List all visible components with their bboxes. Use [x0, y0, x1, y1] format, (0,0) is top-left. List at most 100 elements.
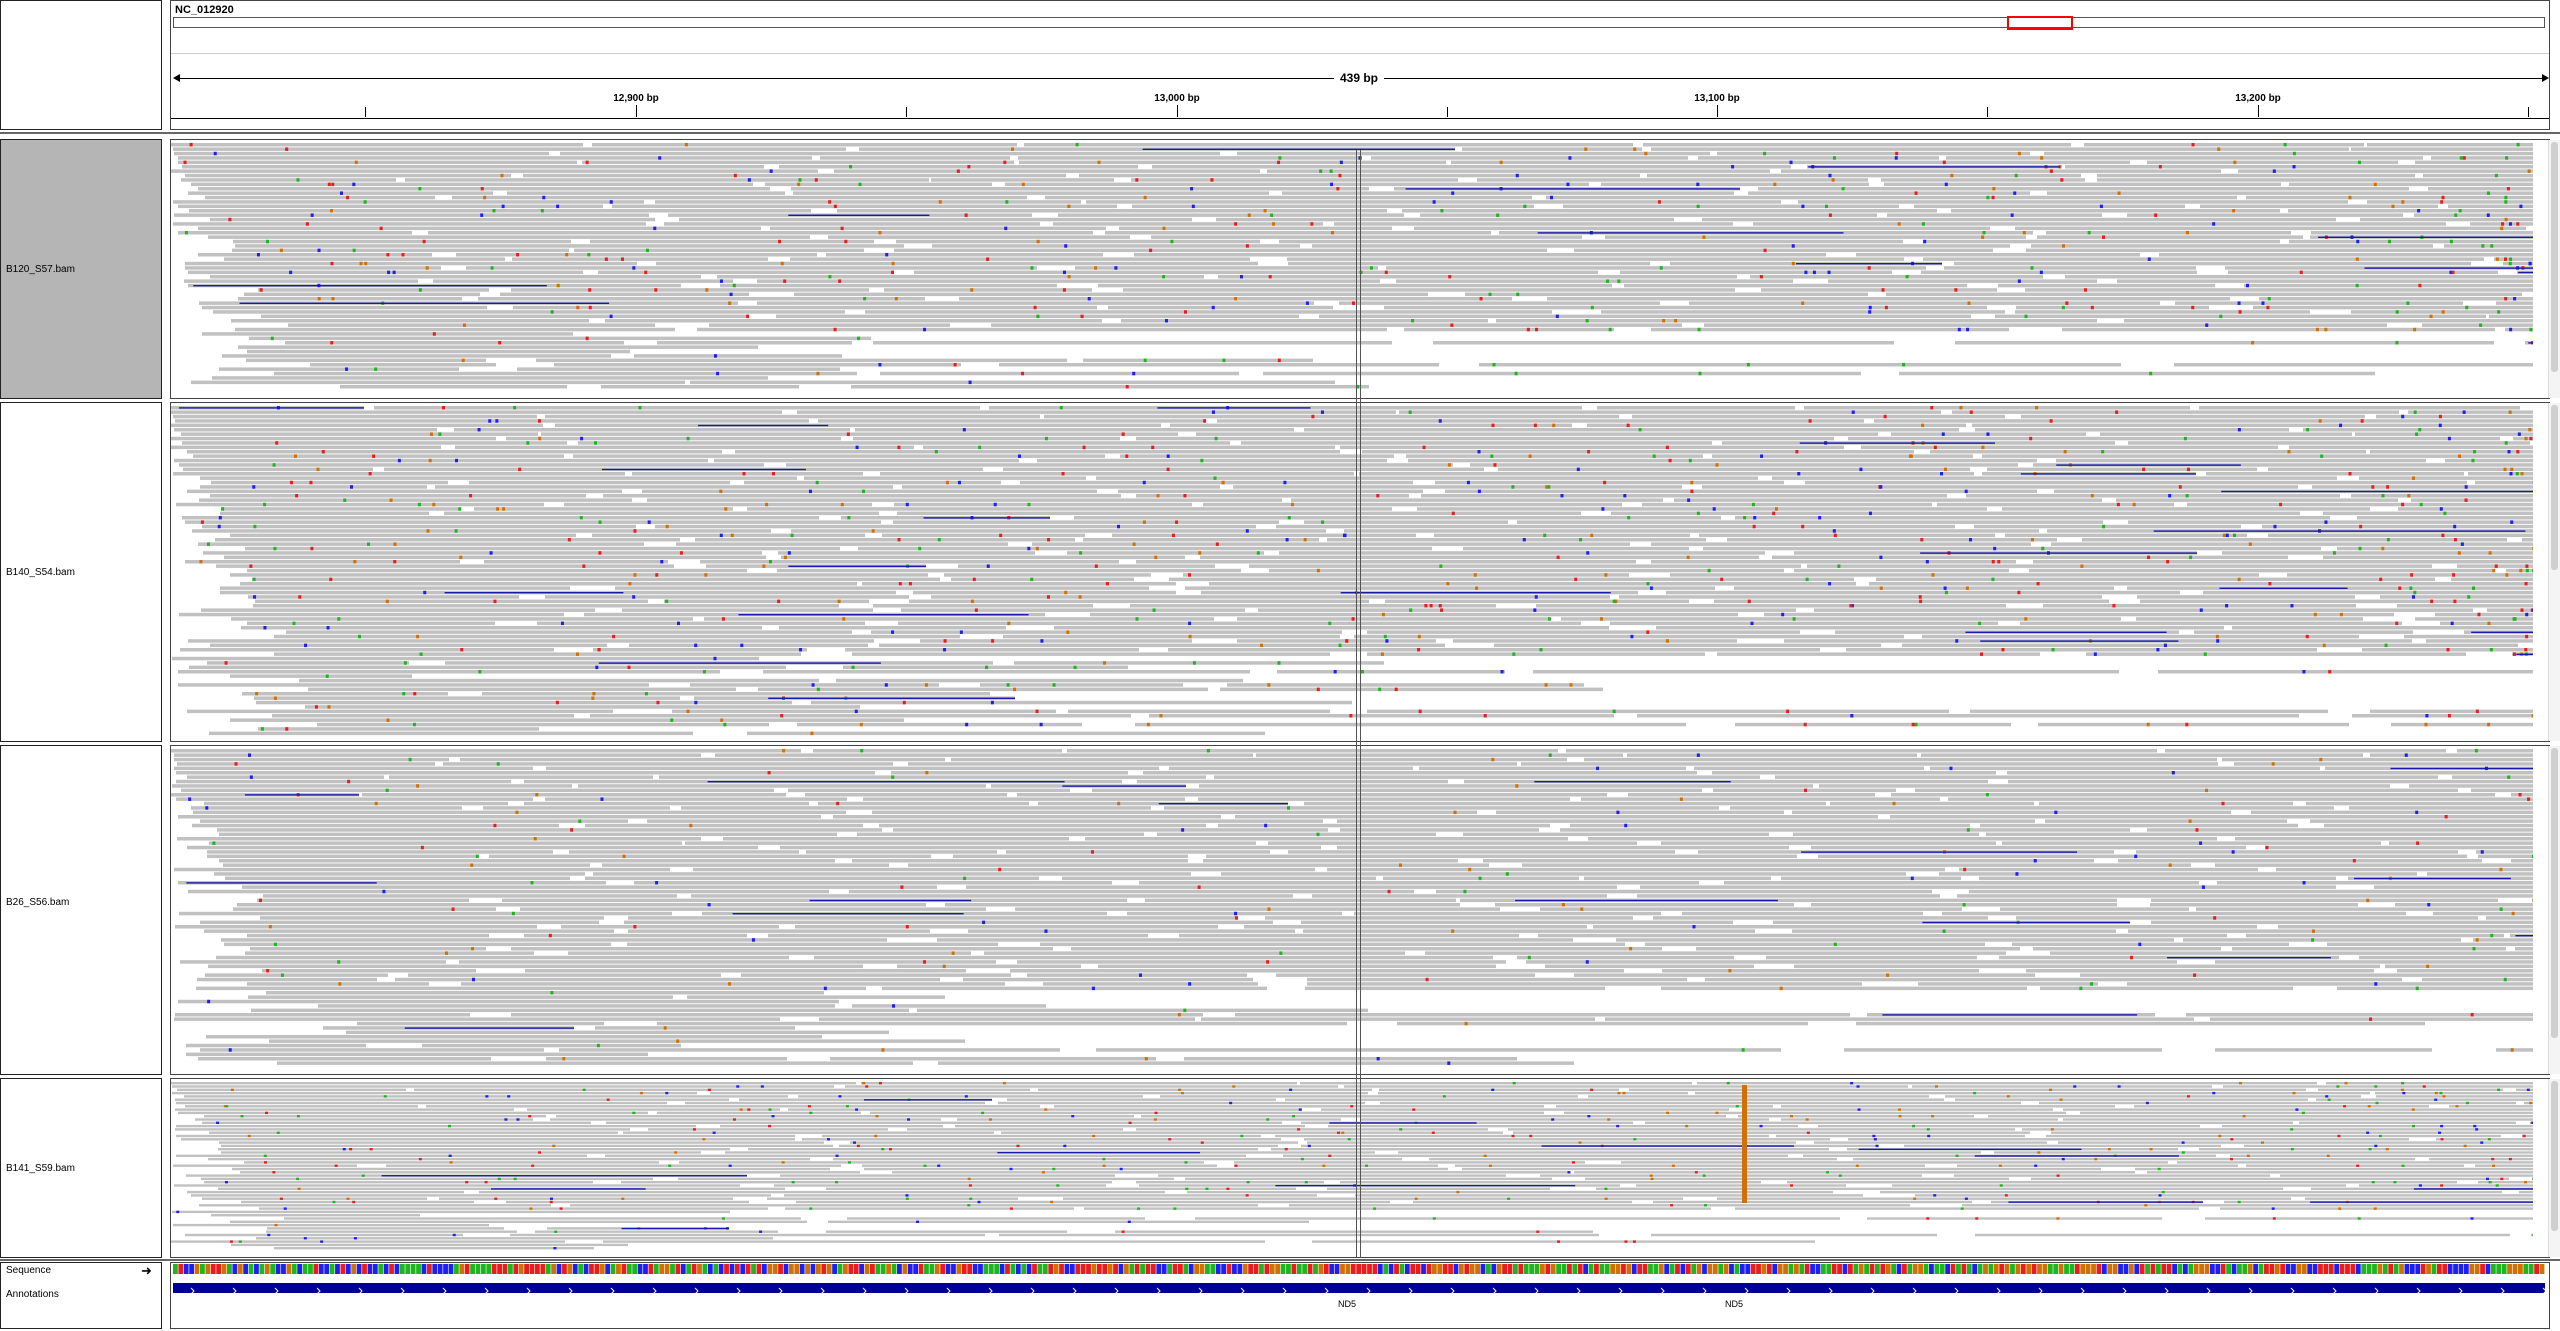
- read[interactable]: [1651, 542, 2031, 546]
- read[interactable]: [1256, 753, 1623, 757]
- read[interactable]: [1024, 143, 1633, 147]
- read[interactable]: [524, 801, 809, 806]
- read[interactable]: [1312, 1240, 1815, 1243]
- read[interactable]: [893, 828, 1328, 832]
- read[interactable]: [181, 178, 396, 182]
- read[interactable]: [1962, 1204, 2533, 1207]
- read[interactable]: [2026, 248, 2533, 253]
- read[interactable]: [221, 1144, 833, 1148]
- read[interactable]: [1605, 1017, 2194, 1021]
- read[interactable]: [218, 1148, 730, 1151]
- read[interactable]: [1145, 898, 1456, 903]
- read[interactable]: [826, 253, 1103, 257]
- read[interactable]: [685, 1101, 985, 1105]
- read[interactable]: [1998, 283, 2215, 288]
- read[interactable]: [389, 775, 653, 779]
- read[interactable]: [199, 1204, 551, 1207]
- read[interactable]: [1674, 498, 2102, 502]
- read[interactable]: [482, 692, 990, 696]
- read[interactable]: [219, 367, 459, 371]
- read[interactable]: [797, 722, 1082, 727]
- read[interactable]: [2203, 590, 2533, 595]
- read[interactable]: [1007, 1098, 1276, 1101]
- read[interactable]: [957, 1118, 1341, 1121]
- read[interactable]: [524, 933, 747, 938]
- read[interactable]: [2147, 828, 2533, 832]
- read[interactable]: [240, 1171, 860, 1174]
- read[interactable]: [833, 815, 1221, 819]
- read[interactable]: [1151, 235, 1582, 239]
- read[interactable]: [1876, 577, 2435, 582]
- read[interactable]: [882, 533, 1085, 538]
- read[interactable]: [172, 1210, 730, 1214]
- read[interactable]: [202, 1121, 591, 1124]
- read[interactable]: [189, 665, 786, 670]
- read[interactable]: [2435, 612, 2533, 617]
- read[interactable]: [187, 775, 384, 779]
- read[interactable]: [171, 445, 441, 450]
- read[interactable]: [237, 903, 926, 907]
- read[interactable]: [1717, 652, 2040, 656]
- read[interactable]: [2288, 209, 2533, 213]
- read[interactable]: [191, 806, 462, 810]
- read[interactable]: [757, 301, 1314, 305]
- read[interactable]: [1653, 1200, 1972, 1204]
- read[interactable]: [185, 173, 511, 178]
- read[interactable]: [2359, 476, 2533, 480]
- read[interactable]: [180, 960, 446, 964]
- read[interactable]: [1267, 169, 1770, 173]
- read[interactable]: [2389, 841, 2533, 845]
- read[interactable]: [523, 173, 1066, 178]
- read[interactable]: [2012, 942, 2289, 947]
- read[interactable]: [175, 1013, 470, 1017]
- read[interactable]: [2312, 485, 2533, 489]
- read[interactable]: [2206, 472, 2464, 476]
- read[interactable]: [1408, 458, 2037, 463]
- read[interactable]: [1807, 564, 2432, 568]
- read[interactable]: [185, 1105, 418, 1108]
- read[interactable]: [374, 406, 980, 410]
- read[interactable]: [582, 160, 1014, 165]
- read[interactable]: [274, 634, 960, 639]
- read[interactable]: [862, 582, 1176, 586]
- read[interactable]: [1397, 1021, 1808, 1026]
- read[interactable]: [483, 806, 670, 810]
- read[interactable]: [679, 1161, 1204, 1164]
- read[interactable]: [2000, 907, 2189, 911]
- read[interactable]: [1279, 239, 1903, 244]
- read[interactable]: [2532, 898, 2533, 903]
- read[interactable]: [178, 683, 649, 687]
- read[interactable]: [2047, 191, 2533, 195]
- read[interactable]: [861, 1082, 1297, 1085]
- read[interactable]: [174, 458, 708, 463]
- read[interactable]: [1005, 182, 1589, 187]
- read[interactable]: [763, 670, 1250, 674]
- read[interactable]: [1951, 209, 2280, 213]
- read[interactable]: [2352, 714, 2533, 718]
- read[interactable]: [1079, 173, 1640, 178]
- read[interactable]: [693, 867, 1315, 872]
- read[interactable]: [1930, 450, 2366, 454]
- read[interactable]: [1275, 1134, 1769, 1138]
- read[interactable]: [1651, 1233, 1937, 1237]
- read[interactable]: [2147, 1171, 2533, 1174]
- read[interactable]: [206, 1035, 822, 1039]
- read[interactable]: [1221, 872, 1906, 876]
- read[interactable]: [1566, 749, 2157, 753]
- read[interactable]: [174, 867, 670, 872]
- read[interactable]: [893, 520, 1279, 524]
- read[interactable]: [1379, 1088, 1619, 1091]
- read[interactable]: [1792, 810, 2231, 815]
- read[interactable]: [917, 1008, 1368, 1013]
- read[interactable]: [2244, 1144, 2533, 1148]
- read[interactable]: [2199, 1148, 2533, 1151]
- read[interactable]: [1861, 445, 2278, 450]
- read[interactable]: [2016, 305, 2209, 310]
- read[interactable]: [2287, 573, 2533, 577]
- read[interactable]: [2175, 301, 2463, 305]
- read[interactable]: [1319, 314, 1971, 319]
- read[interactable]: [466, 266, 1037, 270]
- read[interactable]: [1666, 590, 2180, 595]
- read[interactable]: [2323, 555, 2533, 560]
- read[interactable]: [1199, 784, 1813, 788]
